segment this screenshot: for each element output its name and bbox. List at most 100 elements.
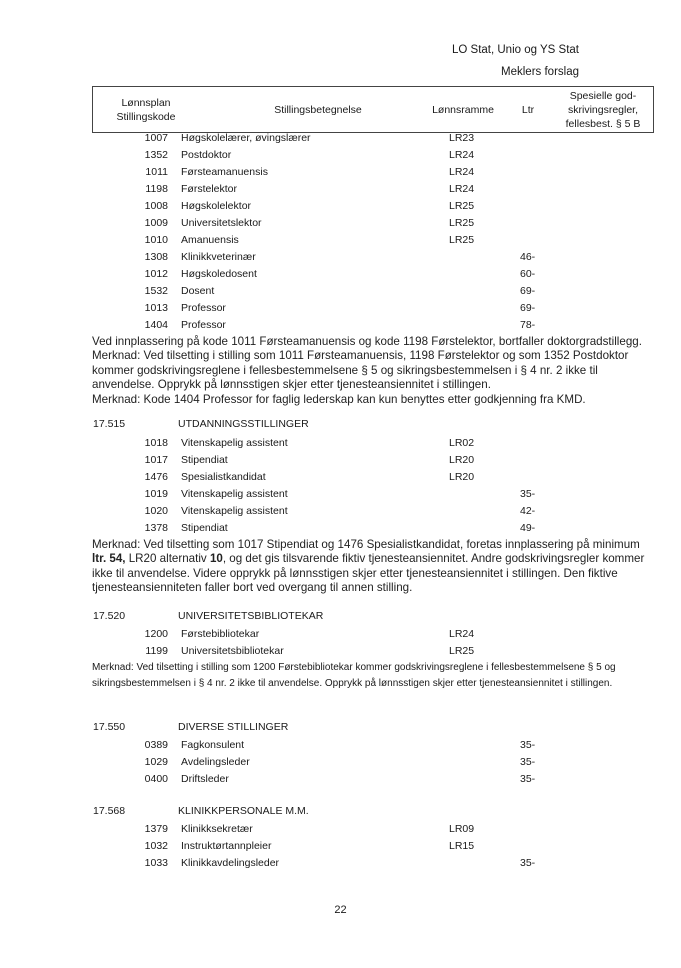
cell-code: 1379 — [144, 823, 168, 835]
table-row: 1199 Universitetsbibliotekar LR25 — [0, 643, 681, 660]
cell-ltr: 60- — [520, 268, 536, 280]
cell-lr: LR24 — [449, 166, 475, 178]
section-title: KLINIKKPERSONALE M.M. — [178, 805, 309, 817]
header-ltr: Ltr — [521, 104, 535, 116]
table-row: 1007 Høgskolelærer, øvingslærer LR23 — [0, 130, 681, 147]
cell-name: Universitetslektor — [181, 217, 262, 229]
table-row: 1017 Stipendiat LR20 — [0, 452, 681, 469]
cell-code: 1198 — [145, 183, 168, 195]
cell-lr: LR24 — [449, 183, 475, 195]
note-section2: Merknad: Ved tilsetting i stilling som 1… — [92, 662, 616, 689]
table-row: 1011 Førsteamanuensis LR24 — [0, 164, 681, 181]
table-row: 1532 Dosent 69- — [0, 283, 681, 300]
section-number: 17.550 — [93, 721, 126, 733]
cell-lr: LR24 — [449, 149, 475, 161]
cell-code: 1199 — [145, 645, 168, 657]
cell-name: Klinikkveterinær — [181, 251, 256, 263]
cell-lr: LR24 — [449, 628, 475, 640]
note-bold: 10 — [209, 552, 223, 566]
cell-code: 0389 — [144, 739, 168, 751]
cell-lr: LR25 — [449, 645, 475, 657]
cell-name: Høgskolelektor — [181, 200, 252, 212]
header-special-line3: fellesbest. § 5 B — [565, 118, 641, 130]
rows-section4: 1379 Klinikksekretær LR09 1032 Instruktørtan… — [0, 821, 681, 872]
header-title: Stillingsbetegnelse — [274, 104, 362, 116]
cell-name: Professor — [181, 319, 226, 331]
header-special-line1: Spesielle god- — [569, 90, 637, 102]
header-code: Lønnsplan Stillingskode — [101, 96, 191, 124]
cell-name: Dosent — [181, 285, 215, 297]
table-row: 1029 Avdelingsleder 35- — [0, 754, 681, 771]
cell-name: Driftsleder — [181, 773, 229, 785]
cell-name: Vitenskapelig assistent — [181, 505, 288, 517]
table-header: Lønnsplan Stillingskode Stillingsbetegne… — [92, 86, 654, 133]
header-special: Spesielle god- skrivingsregler, fellesbe… — [553, 89, 653, 131]
cell-name: Klinikkavdelingsleder — [181, 857, 280, 869]
cell-lr: LR09 — [449, 823, 475, 835]
cell-lr: LR02 — [449, 437, 475, 449]
table-row: 1379 Klinikksekretær LR09 — [0, 821, 681, 838]
cell-code: 1020 — [144, 505, 168, 517]
table-row: 1032 Instruktørtannpleier LR15 — [0, 838, 681, 855]
cell-ltr: 46- — [520, 251, 536, 263]
note-section1: Merknad: Ved tilsetting som 1017 Stipend… — [92, 538, 652, 596]
table-row: 1020 Vitenskapelig assistent 42- — [0, 503, 681, 520]
note-bold: ltr. 54, — [92, 552, 126, 566]
table-row: 1308 Klinikkveterinær 46- — [0, 249, 681, 266]
cell-name: Fagkonsulent — [181, 739, 245, 751]
cell-lr: LR20 — [449, 471, 475, 483]
cell-code: 1200 — [144, 628, 168, 640]
cell-code: 1009 — [144, 217, 168, 229]
table-row: 1012 Høgskoledosent 60- — [0, 266, 681, 283]
table-row: 1033 Klinikkavdelingsleder 35- — [0, 855, 681, 872]
cell-name: Instruktørtannpleier — [181, 840, 272, 852]
table-row: 1352 Postdoktor LR24 — [0, 147, 681, 164]
rows-section0: 1007 Høgskolelærer, øvingslærer LR23 1352 Po… — [0, 130, 681, 334]
section-number: 17.568 — [93, 805, 126, 817]
cell-name: Professor — [181, 302, 226, 314]
cell-code: 1010 — [144, 234, 168, 246]
cell-code: 1033 — [144, 857, 168, 869]
table-row: 1019 Vitenskapelig assistent 35- — [0, 486, 681, 503]
note-line: Merknad: Kode 1404 Professor for faglig … — [92, 392, 586, 406]
cell-name: Førsteamanuensis — [181, 166, 268, 178]
cell-lr: LR23 — [449, 132, 475, 144]
section-number: 17.520 — [93, 610, 126, 622]
table-row: 1010 Amanuensis LR25 — [0, 232, 681, 249]
cell-code: 1017 — [144, 454, 168, 466]
note-text: LR20 alternativ — [125, 552, 210, 566]
cell-ltr: 42- — [520, 505, 536, 517]
table-row: 0400 Driftsleder 35- — [0, 771, 681, 788]
header-frame: Lønnsramme — [432, 104, 494, 116]
cell-lr: LR15 — [449, 840, 475, 852]
cell-code: 1018 — [144, 437, 168, 449]
table-row: 1013 Professor 69- — [0, 300, 681, 317]
cell-name: Høgskoledosent — [181, 268, 257, 280]
cell-ltr: 69- — [520, 302, 536, 314]
cell-code: 1404 — [144, 319, 168, 331]
cell-name: Universitetsbibliotekar — [181, 645, 284, 657]
cell-ltr: 49- — [520, 522, 536, 534]
cell-code: 1308 — [144, 251, 168, 263]
rows-section2: 1200 Førstebibliotekar LR24 1199 Universitet… — [0, 626, 681, 660]
table-row: 1008 Høgskolelektor LR25 — [0, 198, 681, 215]
section-number: 17.515 — [93, 418, 126, 430]
cell-ltr: 35- — [520, 488, 536, 500]
notes-section0: Ved innplassering på kode 1011 Førsteama… — [92, 335, 652, 407]
cell-ltr: 35- — [520, 773, 536, 785]
cell-lr: LR25 — [449, 217, 475, 229]
cell-code: 1012 — [144, 268, 168, 280]
cell-name: Førstebibliotekar — [181, 628, 260, 640]
table-row: 1018 Vitenskapelig assistent LR02 — [0, 435, 681, 452]
note-text: Merknad: Ved tilsetting som 1017 Stipend… — [92, 538, 640, 551]
cell-name: Stipendiat — [181, 522, 228, 534]
note-text: , og det gis tilsvarende fiktiv tjeneste… — [92, 552, 645, 595]
cell-code: 0400 — [144, 773, 168, 785]
proposal-heading: Meklers forslag — [501, 66, 579, 78]
cell-name: Amanuensis — [181, 234, 239, 246]
cell-lr: LR20 — [449, 454, 475, 466]
note-line: Merknad: Ved tilsetting i stilling som 1… — [92, 349, 629, 392]
cell-code: 1011 — [145, 166, 168, 178]
cell-code: 1029 — [144, 756, 168, 768]
cell-name: Spesialistkandidat — [181, 471, 266, 483]
